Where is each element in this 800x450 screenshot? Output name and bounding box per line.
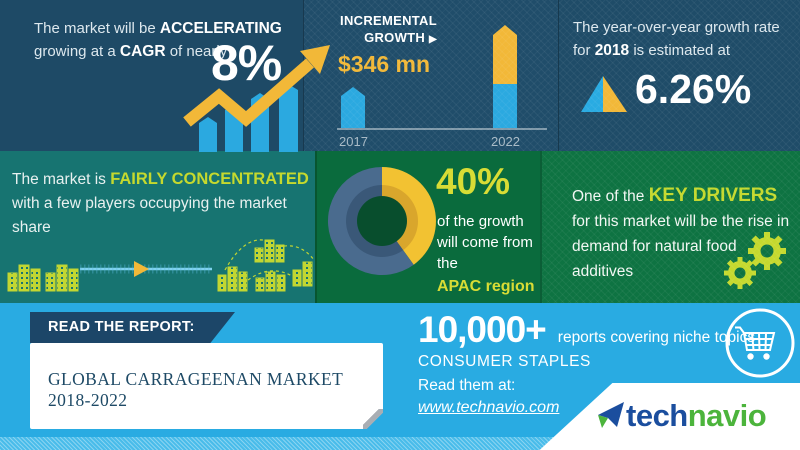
cagr-text-pre: The market will be xyxy=(34,20,160,37)
pointer-right-icon: ▶ xyxy=(429,34,437,45)
apac-text-line: of the growth will come from the xyxy=(437,213,533,272)
key-drivers-pre: One of the xyxy=(572,188,649,205)
market-concentration-illustration xyxy=(7,239,315,292)
label-line1: INCREMENTAL xyxy=(340,13,437,28)
report-title: GLOBAL CARRAGEENAN MARKET 2018-2022 xyxy=(48,369,343,410)
reports-desc: reports covering niche topics xyxy=(557,329,756,346)
cagr-text: The market will be ACCELERATING growing … xyxy=(34,17,290,63)
year-label-2017: 2017 xyxy=(339,134,368,149)
panel-key-drivers: One of the KEY DRIVERS for this market w… xyxy=(540,151,800,303)
cagr-text-accelerating: ACCELERATING xyxy=(159,20,282,37)
yoy-text-pre: The year-over-year growth rate for xyxy=(573,19,780,59)
reports-count: 10,000+ xyxy=(418,309,547,350)
incremental-growth-chart: 2017 2022 xyxy=(337,25,547,149)
reports-stat: 10,000+ reports covering niche topics xyxy=(418,309,755,351)
read-them-at-label: Read them at: xyxy=(418,377,516,394)
concentration-text: The market is FAIRLY CONCENTRATED with a… xyxy=(12,167,312,240)
technavio-logo-mark-icon xyxy=(598,401,624,428)
category-label: CONSUMER STAPLES xyxy=(418,353,591,370)
key-drivers-post: for this market will be the rise in dema… xyxy=(572,213,790,280)
panel-yoy-growth: The year-over-year growth rate for 2018 … xyxy=(558,0,800,151)
read-the-report-label: READ THE REPORT: xyxy=(48,319,195,335)
panel-apac-growth: 40% of the growth will come from the APAC… xyxy=(315,151,542,303)
gears-icon xyxy=(724,232,786,289)
cagr-value: 8% xyxy=(211,35,282,91)
logo-text-tech: tech xyxy=(626,398,688,433)
concentration-text-pre: The market is xyxy=(12,171,111,188)
key-drivers-bold: KEY DRIVERS xyxy=(648,185,778,206)
apac-region-label: APAC region xyxy=(437,278,535,295)
yoy-text-year: 2018 xyxy=(594,42,630,59)
incremental-growth-label: INCREMENTAL GROWTH ▶ xyxy=(339,12,437,48)
bottom-band: tech navio READ THE REPORT: GLOBAL CARRAG… xyxy=(0,303,800,450)
label-line2: GROWTH xyxy=(364,30,426,45)
cagr-text-mid: growing at a xyxy=(34,43,120,60)
yoy-value: 6.26% xyxy=(635,66,752,112)
bar-chart-growth-arrow-icon xyxy=(183,45,330,152)
panel-cagr: The market will be ACCELERATING growing … xyxy=(0,0,303,151)
panel-market-concentration: The market is FAIRLY CONCENTRATED with a… xyxy=(0,151,315,303)
technavio-logo[interactable]: tech navio xyxy=(594,398,767,433)
yoy-text-post: is estimated at xyxy=(629,42,731,59)
read-the-report-badge: READ THE REPORT: xyxy=(30,312,235,343)
panel-incremental-growth: 2017 2022 INCREMENTAL GROWTH ▶ $346 mn xyxy=(303,0,559,151)
apac-share-value: 40% xyxy=(436,161,511,202)
yoy-text: The year-over-year growth rate for 2018 … xyxy=(573,16,781,62)
shopping-cart-icon xyxy=(725,308,795,378)
page-fold-corner xyxy=(363,409,383,429)
apac-donut-chart xyxy=(327,166,436,275)
cagr-text-cagr: CAGR xyxy=(119,43,166,60)
concentration-text-bold: FAIRLY CONCENTRATED xyxy=(110,170,309,188)
report-card[interactable]: GLOBAL CARRAGEENAN MARKET 2018-2022 xyxy=(30,343,383,429)
key-drivers-text: One of the KEY DRIVERS for this market w… xyxy=(572,183,796,284)
year-label-2022: 2022 xyxy=(491,134,520,149)
apac-text: of the growth will come from the APAC reg… xyxy=(437,211,541,297)
logo-text-navio: navio xyxy=(687,398,767,433)
concentration-text-post: with a few players occupying the market … xyxy=(12,195,287,236)
logo-panel: tech navio xyxy=(539,383,800,450)
cagr-text-post: of nearly xyxy=(165,43,228,60)
technavio-url-link[interactable]: www.technavio.com xyxy=(418,399,560,416)
growth-triangle-icon xyxy=(581,76,627,112)
incremental-growth-value: $346 mn xyxy=(338,51,431,77)
